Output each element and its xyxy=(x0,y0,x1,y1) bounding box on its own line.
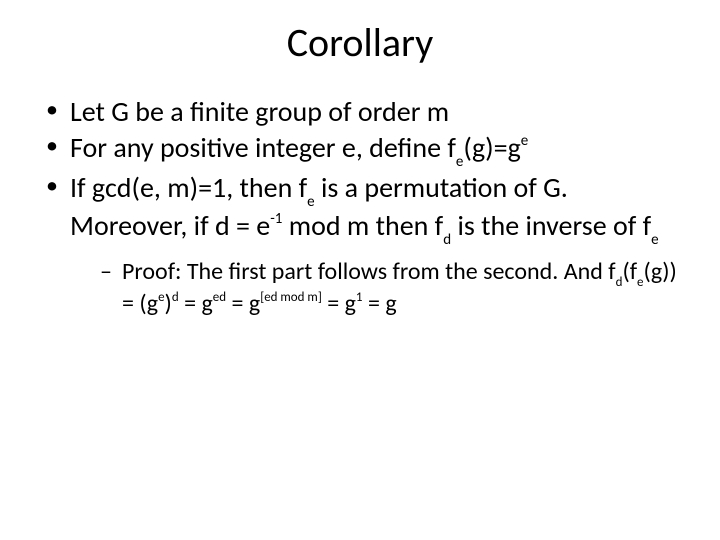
bullet-2: For any positive integer e, define fe(g)… xyxy=(44,131,680,169)
bullet-2-pre: For any positive integer e, define f xyxy=(70,130,456,165)
proof-sub-d: d xyxy=(616,275,623,290)
bullet-1: Let G be a finite group of order m xyxy=(44,95,680,129)
proof-sub-e: e xyxy=(637,275,643,290)
bullet-3-pre: If gcd(e, m)=1, then f xyxy=(70,170,307,205)
bullet-3-mid3: is the inverse of f xyxy=(451,208,651,243)
slide-title: Corollary xyxy=(40,18,680,67)
bullet-2-mid: (g)=g xyxy=(463,130,520,165)
slide: Corollary Let G be a finite group of ord… xyxy=(0,0,720,540)
proof-t1: (f xyxy=(622,257,637,286)
bullet-2-sup-e: e xyxy=(521,132,528,150)
bullet-1-text: Let G be a finite group of order m xyxy=(70,94,449,129)
proof-sup-ed: ed xyxy=(213,290,226,305)
proof-sup-e: e xyxy=(158,290,164,305)
bullet-3-sub-e: e xyxy=(307,193,314,211)
bullet-3-sub-e2: e xyxy=(651,231,658,249)
proof-t4: = g xyxy=(179,289,213,318)
proof-t5: = g xyxy=(226,289,260,318)
proof-item: Proof: The first part follows from the s… xyxy=(100,257,680,319)
proof-t6: = g xyxy=(322,289,356,318)
bullet-list: Let G be a finite group of order m For a… xyxy=(40,95,680,319)
proof-sup-1: 1 xyxy=(356,290,363,305)
bullet-3-mid2: mod m then f xyxy=(282,208,443,243)
proof-t3: ) xyxy=(165,289,172,318)
proof-list: Proof: The first part follows from the s… xyxy=(70,257,680,319)
proof-sup-d: d xyxy=(172,290,179,305)
bullet-3-sub-d: d xyxy=(443,231,451,249)
proof-sup-edmodm: [ed mod m] xyxy=(260,290,322,305)
proof-t7: = g xyxy=(363,289,397,318)
bullet-3: If gcd(e, m)=1, then fe is a permutation… xyxy=(44,171,680,319)
bullet-2-sub-e: e xyxy=(456,153,463,171)
proof-pre: Proof: The first part follows from the s… xyxy=(122,257,616,286)
bullet-3-sup-neg1: -1 xyxy=(270,210,282,228)
